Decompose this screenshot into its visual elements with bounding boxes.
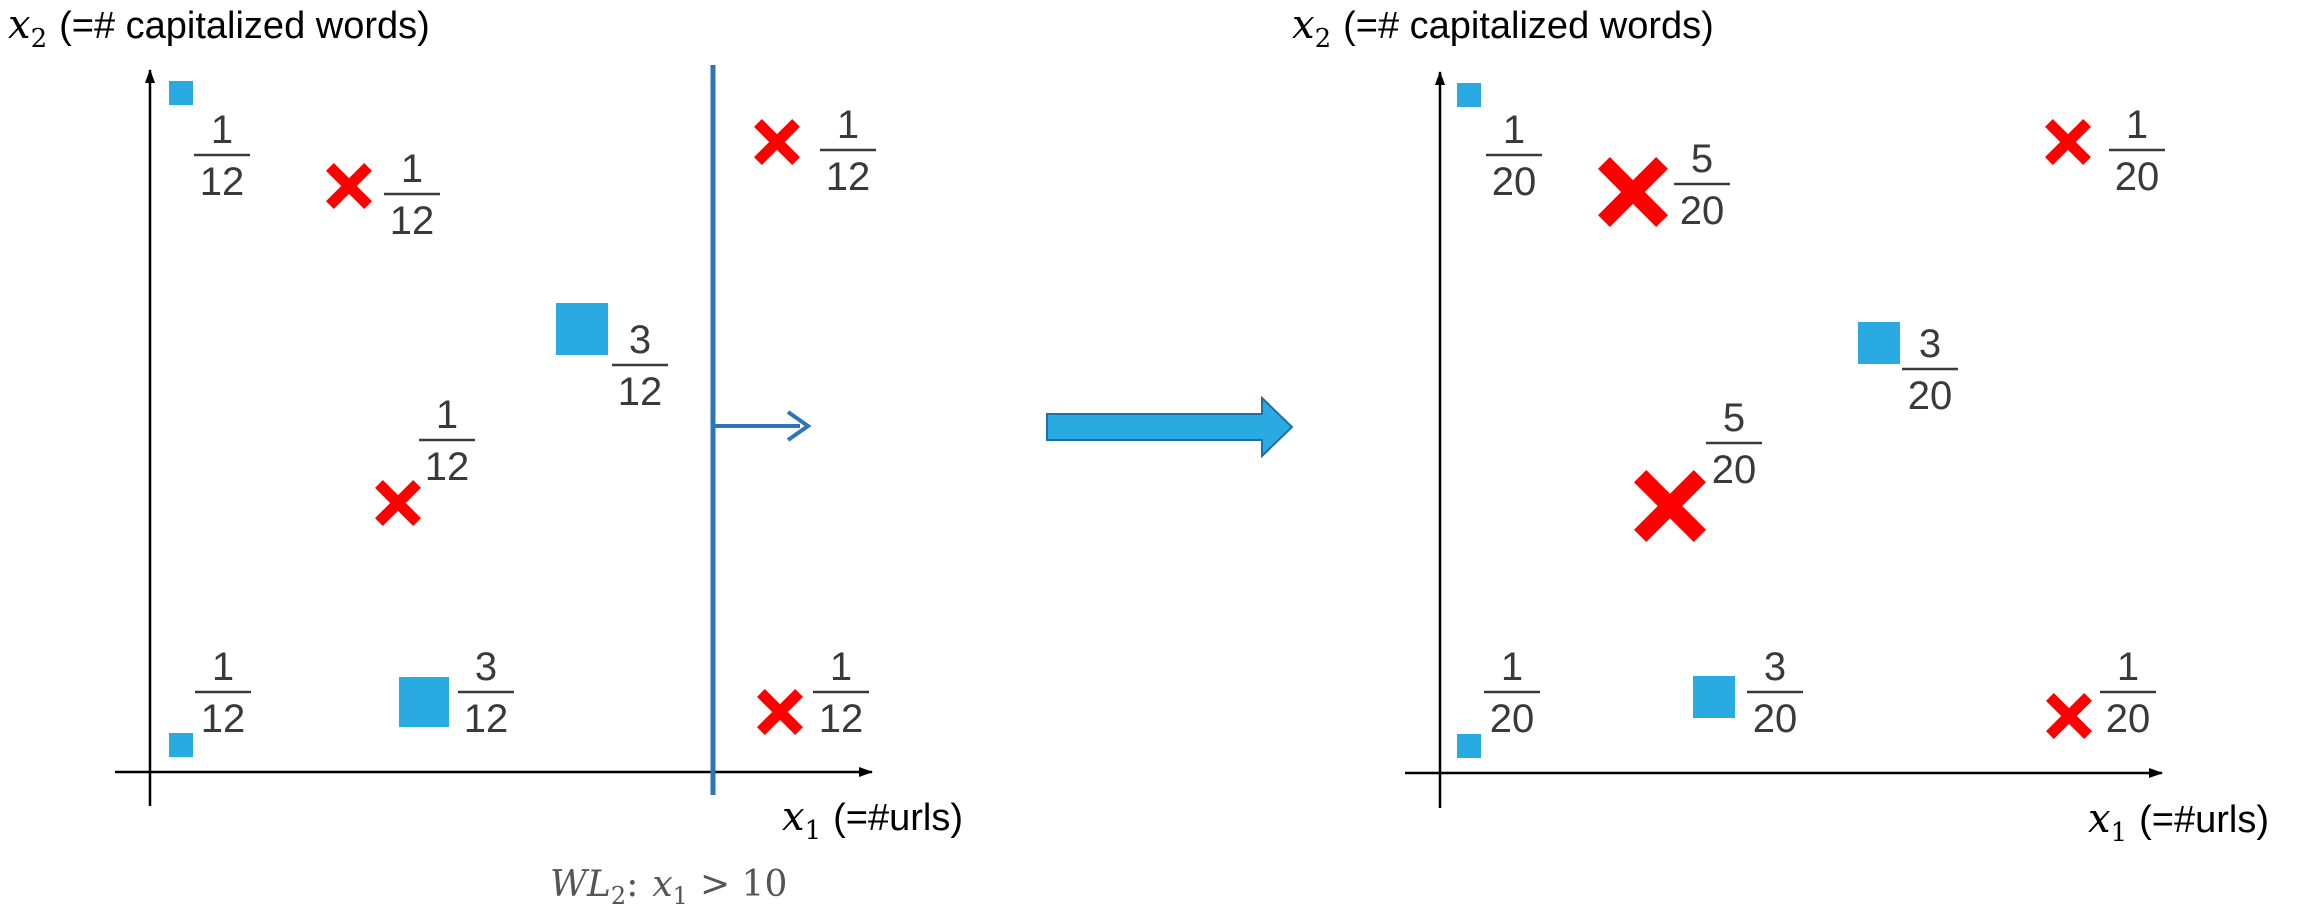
weight-denominator: 12 (618, 370, 663, 414)
positive-sample-square-icon (399, 677, 449, 727)
left-x-axis-title: x1 (=#urls) (782, 794, 963, 846)
right-y-axis-var: x (1292, 2, 1315, 48)
left-x-axis-desc: (=#urls) (833, 797, 963, 839)
right-point-8: 120 (2046, 645, 2156, 741)
left-y-axis-desc: (=# capitalized words) (59, 5, 430, 47)
positive-sample-square-icon (1457, 83, 1481, 107)
negative-sample-cross-icon (1598, 157, 1668, 227)
left-point-3: 112 (754, 103, 876, 199)
weight-numerator: 5 (1691, 137, 1713, 181)
right-x-axis-sub: 1 (2111, 818, 2128, 848)
weight-numerator: 1 (2126, 103, 2148, 147)
weak-learner-var-sub: 1 (673, 882, 688, 906)
positive-sample-square-icon (169, 81, 193, 105)
negative-sample-cross-icon (2045, 119, 2091, 165)
right-y-axis-title: x2 (=# capitalized words) (1292, 2, 1714, 54)
negative-sample-cross-icon (1634, 470, 1706, 542)
right-point-4: 320 (1858, 322, 1958, 418)
right-y-axis-sub: 2 (1315, 24, 1332, 54)
weak-learner-colon: : (626, 864, 638, 905)
weight-denominator: 12 (200, 160, 245, 204)
negative-sample-cross-icon (326, 163, 372, 209)
left-y-axis-title: x2 (=# capitalized words) (8, 2, 430, 54)
weight-numerator: 1 (211, 108, 233, 152)
weak-learner-sub: 2 (611, 882, 626, 906)
weight-denominator: 20 (1908, 374, 1953, 418)
left-point-5: 112 (375, 393, 475, 526)
left-y-axis-sub: 2 (31, 24, 48, 54)
left-point-7: 312 (399, 645, 514, 741)
right-point-7: 320 (1693, 645, 1803, 741)
positive-sample-square-icon (169, 733, 193, 757)
left-point-6: 112 (169, 645, 251, 757)
weight-denominator: 20 (1753, 697, 1798, 741)
weight-numerator: 5 (1723, 396, 1745, 440)
left-panel: x2 (=# capitalized words) x1 (=#urls) WL2:… (8, 2, 963, 906)
weight-numerator: 3 (629, 318, 651, 362)
positive-sample-square-icon (1693, 676, 1735, 718)
right-x-axis-title: x1 (=#urls) (2088, 796, 2269, 848)
negative-sample-cross-icon (754, 119, 800, 165)
positive-sample-square-icon (556, 303, 608, 355)
weight-denominator: 20 (1490, 697, 1535, 741)
weight-denominator: 12 (819, 697, 864, 741)
weight-numerator: 3 (475, 645, 497, 689)
right-point-2: 520 (1598, 137, 1730, 233)
positive-sample-square-icon (1858, 322, 1900, 364)
weight-denominator: 20 (1680, 189, 1725, 233)
weight-denominator: 12 (464, 697, 509, 741)
right-point-1: 120 (1457, 83, 1542, 204)
right-x-axis-var: x (2088, 796, 2111, 842)
left-point-8: 112 (757, 645, 869, 741)
weight-numerator: 1 (837, 103, 859, 147)
weight-denominator: 12 (826, 155, 871, 199)
weak-learner-label: WL2: x1 > 10 (550, 864, 787, 906)
weak-learner-var: x (652, 864, 672, 905)
right-panel: x2 (=# capitalized words) x1 (=#urls) 1205… (1292, 2, 2269, 848)
right-y-axis-desc: (=# capitalized words) (1343, 5, 1714, 47)
weight-numerator: 1 (436, 393, 458, 437)
weak-learner-name: WL (550, 864, 611, 905)
left-y-axis-var: x (8, 2, 31, 48)
weight-denominator: 20 (1492, 160, 1537, 204)
right-x-axis-desc: (=#urls) (2139, 799, 2269, 841)
decision-direction-arrow (713, 410, 812, 442)
right-point-5: 520 (1634, 396, 1762, 542)
weight-denominator: 12 (201, 697, 246, 741)
positive-sample-square-icon (1457, 734, 1481, 758)
weak-learner-threshold: > 10 (700, 864, 787, 905)
right-point-6: 120 (1457, 645, 1540, 758)
right-point-3: 120 (2045, 103, 2165, 199)
weight-denominator: 12 (425, 445, 470, 489)
left-point-1: 112 (169, 81, 250, 204)
weight-denominator: 20 (2115, 155, 2160, 199)
weight-numerator: 1 (1503, 108, 1525, 152)
left-x-axis-var: x (782, 794, 805, 840)
weight-denominator: 20 (2106, 697, 2151, 741)
left-x-axis-sub: 1 (805, 816, 822, 846)
weight-numerator: 3 (1764, 645, 1786, 689)
weight-numerator: 3 (1919, 322, 1941, 366)
weight-numerator: 1 (830, 645, 852, 689)
left-point-2: 112 (326, 147, 440, 243)
negative-sample-cross-icon (375, 480, 421, 526)
weight-numerator: 1 (212, 645, 234, 689)
negative-sample-cross-icon (757, 689, 803, 735)
update-arrow (1046, 395, 1294, 459)
weight-numerator: 1 (1501, 645, 1523, 689)
weight-denominator: 20 (1712, 448, 1757, 492)
weight-denominator: 12 (390, 199, 435, 243)
weight-numerator: 1 (401, 147, 423, 191)
negative-sample-cross-icon (2046, 693, 2092, 739)
weight-numerator: 1 (2117, 645, 2139, 689)
left-point-4: 312 (556, 303, 668, 414)
